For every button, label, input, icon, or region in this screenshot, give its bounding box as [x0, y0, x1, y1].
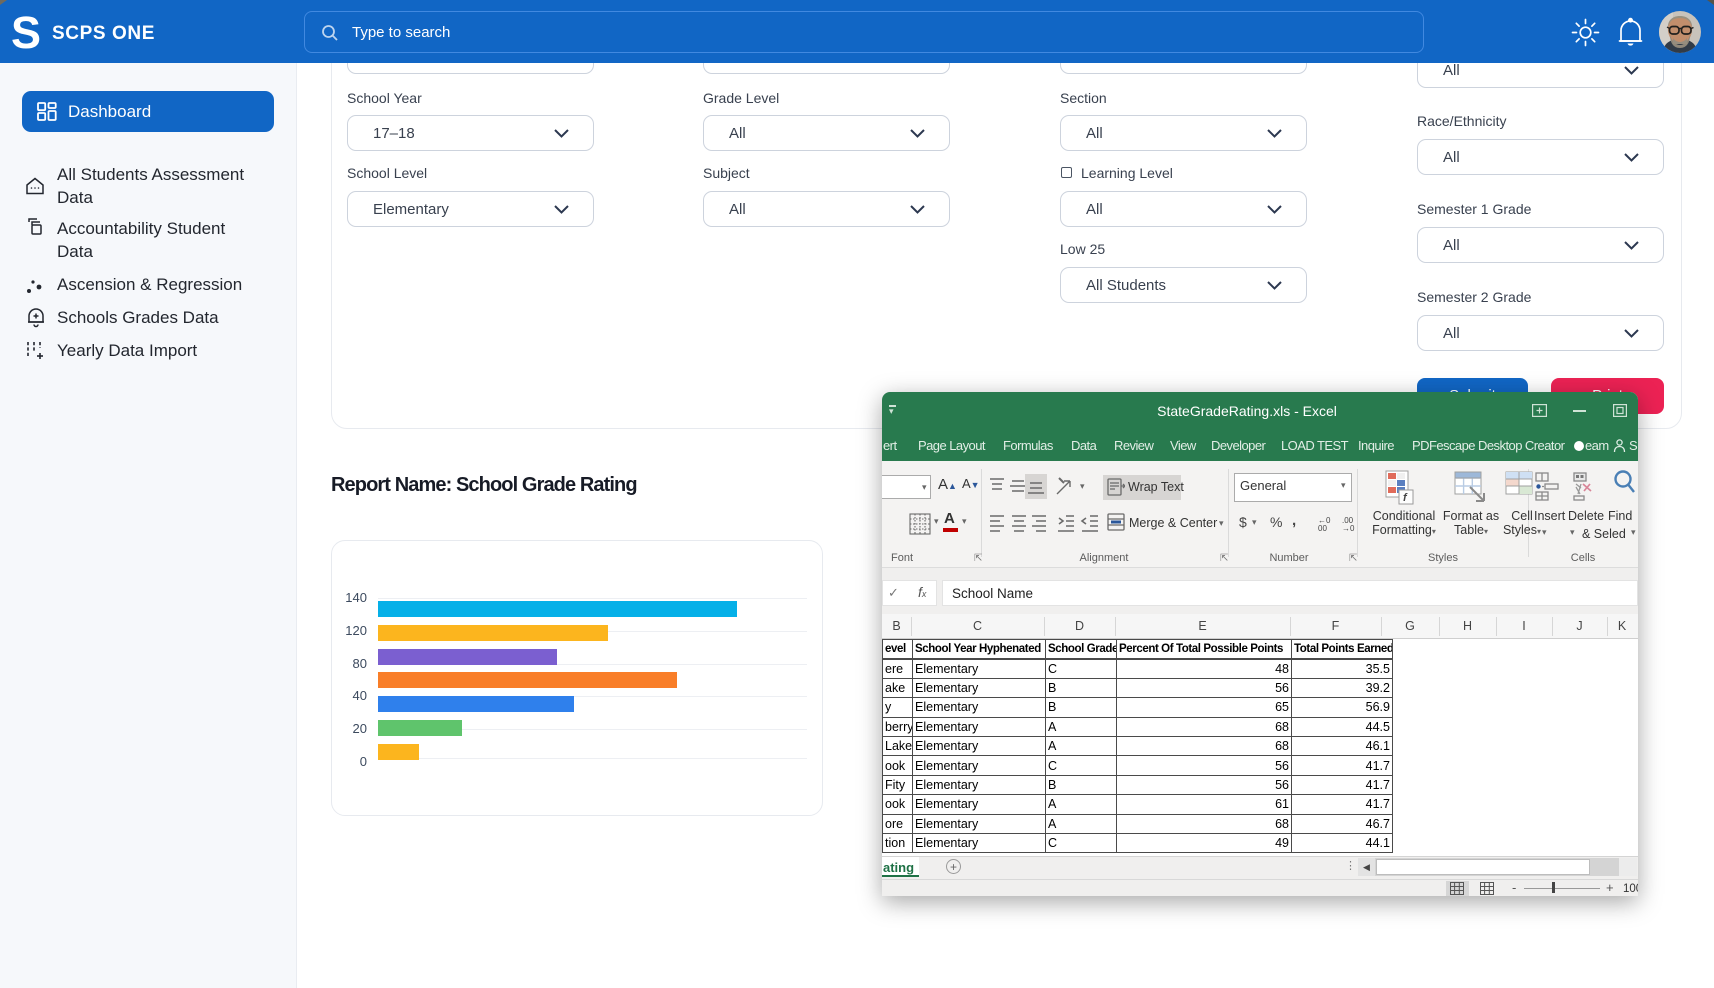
- svg-text:00: 00: [1318, 524, 1327, 532]
- svg-text:f: f: [1403, 492, 1408, 504]
- svg-text:.00: .00: [1342, 516, 1354, 525]
- svg-text:→0: →0: [1342, 524, 1355, 532]
- svg-text:←0: ←0: [1318, 516, 1331, 525]
- svg-text:S: S: [11, 10, 41, 54]
